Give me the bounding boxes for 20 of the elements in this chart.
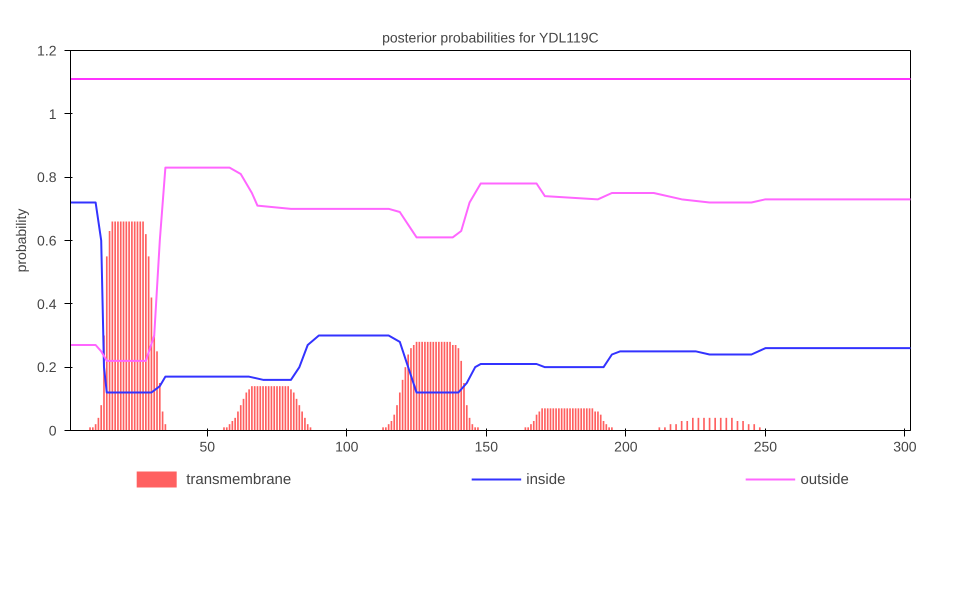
x-tick-label: 150 — [474, 438, 498, 454]
y-tick-label: 1.2 — [37, 42, 57, 58]
y-tick-label: 0.2 — [37, 359, 57, 376]
y-tick-label: 0.8 — [37, 169, 57, 186]
y-axis-title: probability — [13, 208, 30, 272]
y-tick-label: 0 — [48, 422, 57, 438]
x-tick-label: 50 — [199, 438, 216, 454]
y-tick-label: 1 — [48, 106, 57, 122]
chart-title: posterior probabilities for YDL119C — [382, 30, 599, 46]
line-series — [70, 202, 910, 394]
x-tick-label: 300 — [893, 438, 917, 454]
x-tick-label: 250 — [754, 438, 778, 454]
legend-label: inside — [526, 470, 566, 488]
legend-label: outside — [800, 470, 849, 488]
x-tick-label: 100 — [335, 438, 359, 454]
legend-label: transmembrane — [186, 470, 292, 488]
y-tick-label: 0.6 — [37, 232, 57, 248]
x-tick-label: 200 — [614, 438, 638, 454]
line-series — [70, 166, 910, 362]
y-tick-label: 0.4 — [37, 296, 57, 312]
